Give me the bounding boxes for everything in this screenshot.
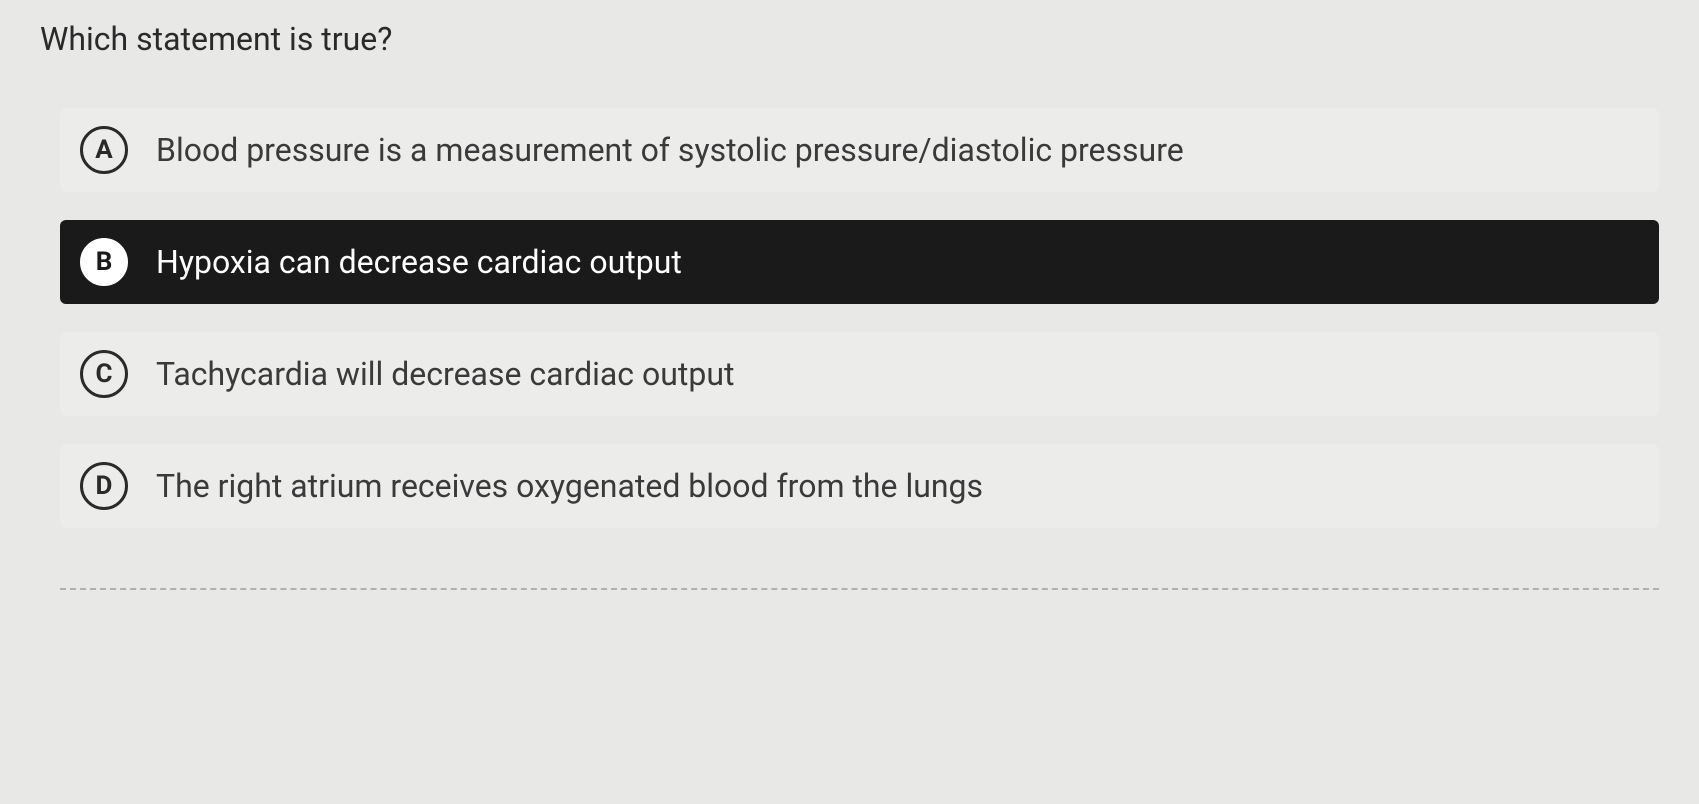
option-text: The right atrium receives oxygenated blo… <box>156 467 983 505</box>
option-letter-badge: D <box>80 462 128 510</box>
option-letter-text: C <box>95 359 112 389</box>
quiz-container: Which statement is true? A Blood pressur… <box>40 20 1659 590</box>
option-letter-badge: B <box>80 238 128 286</box>
option-letter-text: A <box>95 135 112 165</box>
option-letter-badge: C <box>80 350 128 398</box>
divider <box>60 588 1659 590</box>
options-container: A Blood pressure is a measurement of sys… <box>40 108 1659 528</box>
option-letter-text: D <box>96 471 113 501</box>
option-a[interactable]: A Blood pressure is a measurement of sys… <box>60 108 1659 192</box>
option-c[interactable]: C Tachycardia will decrease cardiac outp… <box>60 332 1659 416</box>
question-text: Which statement is true? <box>40 20 1659 58</box>
option-b[interactable]: B Hypoxia can decrease cardiac output <box>60 220 1659 304</box>
option-letter-text: B <box>96 247 113 277</box>
option-letter-badge: A <box>80 126 128 174</box>
option-text: Hypoxia can decrease cardiac output <box>156 243 682 281</box>
option-text: Blood pressure is a measurement of systo… <box>156 131 1184 169</box>
option-text: Tachycardia will decrease cardiac output <box>156 355 734 393</box>
option-d[interactable]: D The right atrium receives oxygenated b… <box>60 444 1659 528</box>
